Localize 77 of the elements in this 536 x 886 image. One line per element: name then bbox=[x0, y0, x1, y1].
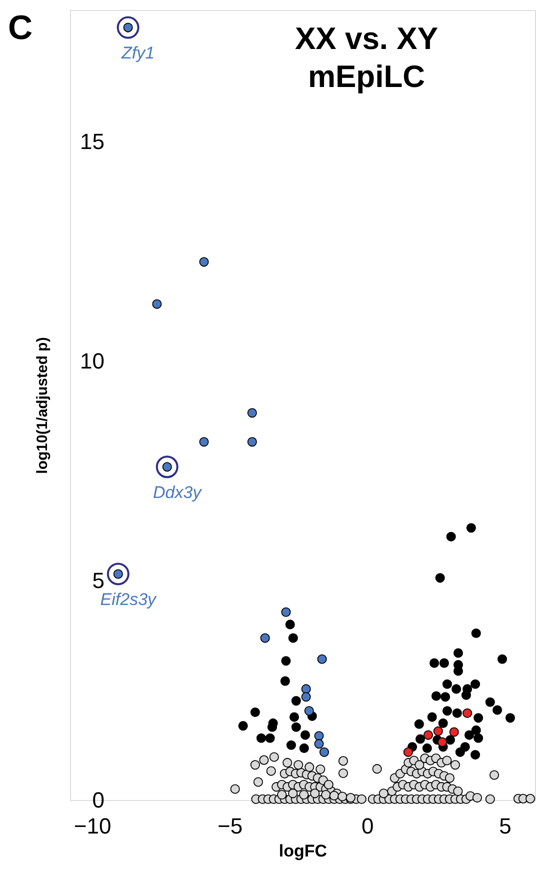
point bbox=[431, 691, 441, 701]
point bbox=[470, 679, 480, 689]
point bbox=[462, 708, 472, 718]
point bbox=[464, 730, 474, 740]
point bbox=[453, 666, 464, 676]
point bbox=[415, 734, 426, 744]
point bbox=[474, 733, 484, 743]
point bbox=[427, 712, 437, 722]
point bbox=[466, 523, 476, 533]
point bbox=[422, 743, 432, 753]
point bbox=[437, 737, 448, 747]
point bbox=[492, 705, 502, 715]
point bbox=[445, 735, 456, 745]
x-tick-label: −5 bbox=[218, 814, 243, 838]
point bbox=[470, 750, 480, 760]
point bbox=[291, 696, 301, 706]
point bbox=[471, 628, 481, 638]
point bbox=[453, 648, 464, 658]
point bbox=[238, 721, 248, 731]
x-tick-label: 0 bbox=[362, 814, 374, 838]
point bbox=[256, 733, 266, 743]
point bbox=[440, 692, 450, 702]
point bbox=[265, 733, 275, 743]
point bbox=[288, 633, 298, 643]
x-tick-label: −10 bbox=[74, 814, 112, 838]
point bbox=[439, 658, 449, 668]
y-tick-label: 0 bbox=[92, 788, 104, 812]
point bbox=[300, 730, 310, 740]
point bbox=[403, 747, 413, 757]
point bbox=[152, 299, 162, 309]
point bbox=[497, 654, 508, 664]
point bbox=[286, 740, 296, 750]
text: C bbox=[8, 9, 33, 47]
point bbox=[250, 707, 260, 717]
point bbox=[505, 713, 516, 723]
text: XX vs. XY mEpiLC bbox=[294, 21, 438, 94]
y-axis-title: log10(1/adjusted p) bbox=[34, 337, 52, 474]
point bbox=[291, 722, 301, 732]
x-tick-label: 5 bbox=[499, 814, 512, 838]
point bbox=[304, 706, 314, 716]
point bbox=[247, 437, 257, 447]
point bbox=[299, 743, 309, 753]
x-axis-title: logFC bbox=[278, 842, 328, 860]
point bbox=[285, 620, 295, 630]
point bbox=[446, 532, 456, 542]
y-tick-label: 10 bbox=[80, 348, 104, 374]
point bbox=[260, 633, 270, 643]
point bbox=[485, 697, 495, 707]
annotation: Ddx3y bbox=[153, 482, 203, 502]
point bbox=[461, 690, 471, 700]
point bbox=[281, 607, 291, 617]
point bbox=[438, 718, 448, 728]
y-tick-label: 15 bbox=[80, 129, 104, 154]
point bbox=[317, 654, 327, 664]
point bbox=[289, 712, 300, 722]
point bbox=[199, 257, 209, 267]
point bbox=[435, 573, 445, 583]
point bbox=[319, 747, 330, 757]
point bbox=[247, 408, 257, 418]
point bbox=[452, 684, 462, 694]
point bbox=[433, 726, 443, 736]
point bbox=[452, 708, 462, 718]
point bbox=[414, 719, 424, 729]
point bbox=[199, 437, 209, 447]
point bbox=[449, 727, 459, 737]
point bbox=[301, 692, 311, 702]
point bbox=[455, 747, 465, 757]
point bbox=[442, 679, 452, 689]
point bbox=[442, 706, 452, 716]
point bbox=[281, 656, 291, 666]
annotation: Zfy1 bbox=[120, 44, 155, 63]
point bbox=[314, 739, 324, 749]
point bbox=[423, 730, 434, 740]
point bbox=[474, 713, 484, 723]
point bbox=[280, 676, 290, 686]
point bbox=[301, 684, 311, 694]
point bbox=[430, 658, 440, 668]
